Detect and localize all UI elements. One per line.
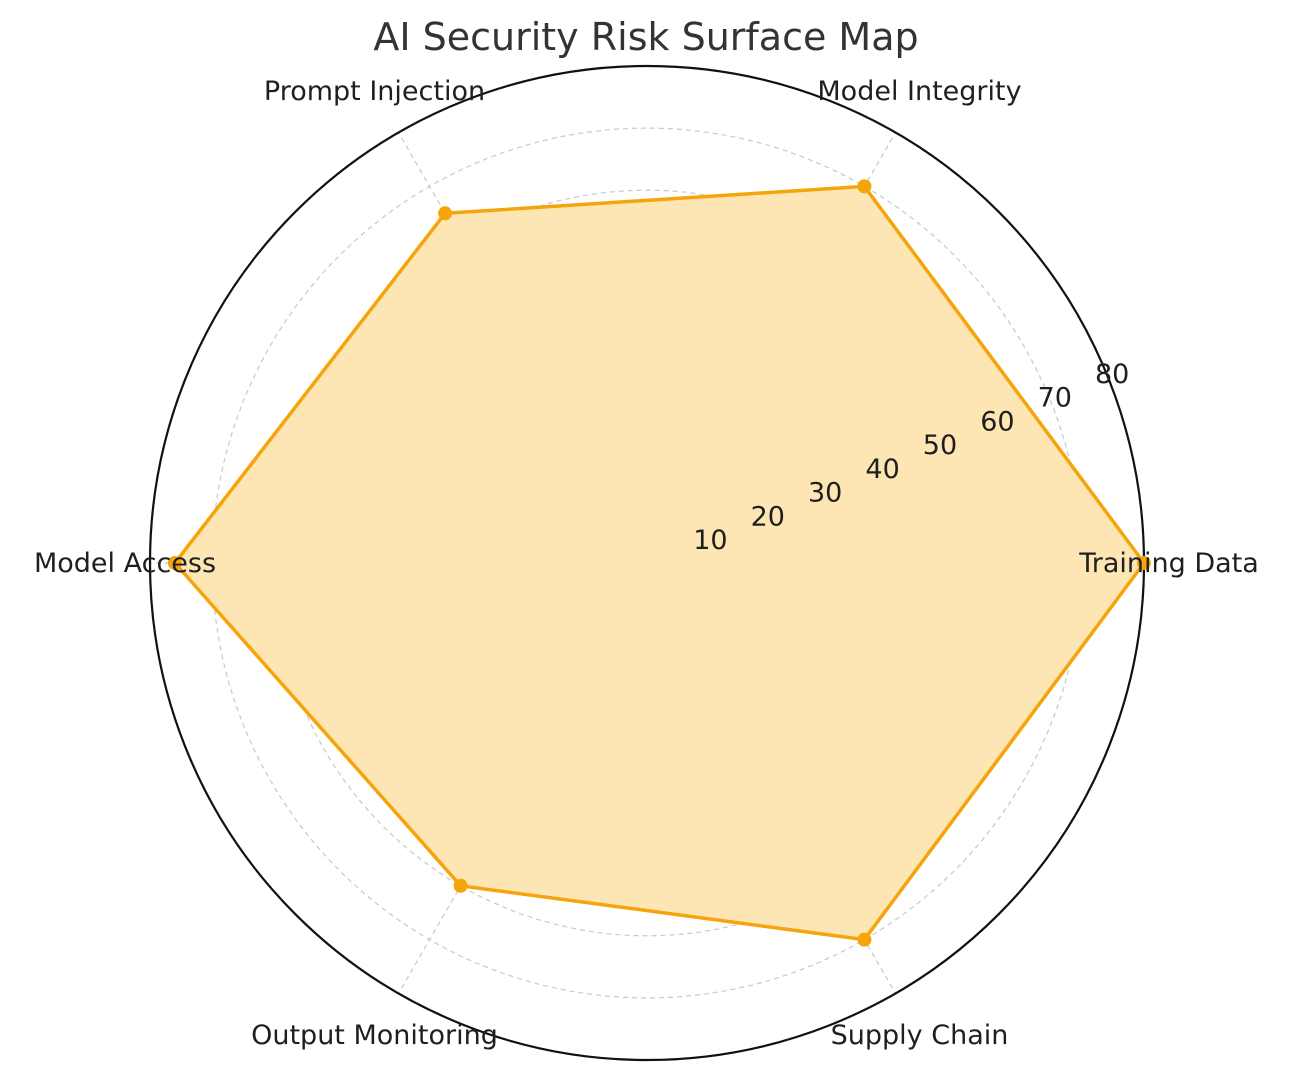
category-labels: Training Data Model Integrity Prompt Injec… — [34, 76, 1259, 1051]
data-layer — [167, 179, 1151, 947]
category-label-0: Training Data — [1078, 548, 1259, 579]
data-point-2 — [438, 206, 453, 221]
series-area — [174, 186, 1144, 940]
category-label-5: Supply Chain — [831, 1020, 1009, 1051]
tick-label-60: 60 — [980, 406, 1014, 437]
radial-tick-labels: 10 20 30 40 50 60 70 80 — [693, 359, 1129, 556]
tick-label-70: 70 — [1038, 383, 1072, 414]
data-point-0 — [1137, 556, 1151, 570]
chart-title: AI Security Risk Surface Map — [373, 15, 918, 59]
category-label-1: Model Integrity — [817, 76, 1021, 107]
data-point-1 — [857, 179, 872, 194]
data-point-3 — [167, 556, 182, 570]
data-point-5 — [857, 932, 872, 947]
category-label-4: Output Monitoring — [251, 1020, 498, 1051]
category-label-3: Model Access — [34, 548, 216, 579]
tick-label-30: 30 — [808, 478, 842, 509]
tick-label-10: 10 — [693, 525, 727, 556]
tick-label-50: 50 — [923, 430, 957, 461]
tick-label-80: 80 — [1095, 359, 1129, 390]
tick-label-40: 40 — [865, 454, 899, 485]
tick-label-20: 20 — [751, 501, 785, 532]
data-point-4 — [453, 878, 468, 893]
category-label-2: Prompt Injection — [264, 76, 485, 107]
